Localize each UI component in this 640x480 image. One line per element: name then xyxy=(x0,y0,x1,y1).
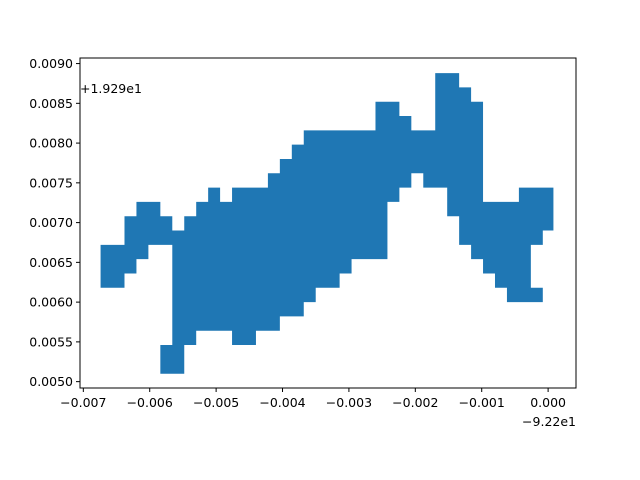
plot-frame xyxy=(79,57,577,389)
x-tick-label: −0.002 xyxy=(392,395,438,410)
y-tick-label: 0.0075 xyxy=(29,175,73,190)
y-tick-label: 0.0085 xyxy=(29,96,73,111)
x-offset-label: −9.22e1 xyxy=(522,414,576,429)
x-tick-label: −0.004 xyxy=(259,395,305,410)
y-tick-label: 0.0055 xyxy=(29,334,73,349)
y-axis: 0.0050 0.0055 0.0060 0.0065 0.0070 0.0075 0.00… xyxy=(29,56,80,389)
x-tick-label: −0.005 xyxy=(193,395,239,410)
x-tick-label: −0.006 xyxy=(127,395,173,410)
x-tick-label: −0.007 xyxy=(60,395,106,410)
y-tick-label: 0.0065 xyxy=(29,255,73,270)
y-tick-label: 0.0060 xyxy=(29,295,73,310)
data-polygon-1 xyxy=(100,73,554,374)
y-tick-label: 0.0080 xyxy=(29,136,73,151)
x-tick-label: 0.000 xyxy=(530,395,566,410)
data-area-group xyxy=(100,73,554,374)
x-tick-label: −0.003 xyxy=(326,395,372,410)
y-tick-label: 0.0050 xyxy=(29,374,73,389)
y-tick-label: 0.0070 xyxy=(29,215,73,230)
x-tick-label: −0.001 xyxy=(459,395,505,410)
y-tick-label: 0.0090 xyxy=(29,56,73,71)
x-axis: −0.007 −0.006 −0.005 −0.004 −0.003 −0.002 −0.0… xyxy=(60,388,566,410)
y-offset-label: +1.929e1 xyxy=(80,81,142,96)
